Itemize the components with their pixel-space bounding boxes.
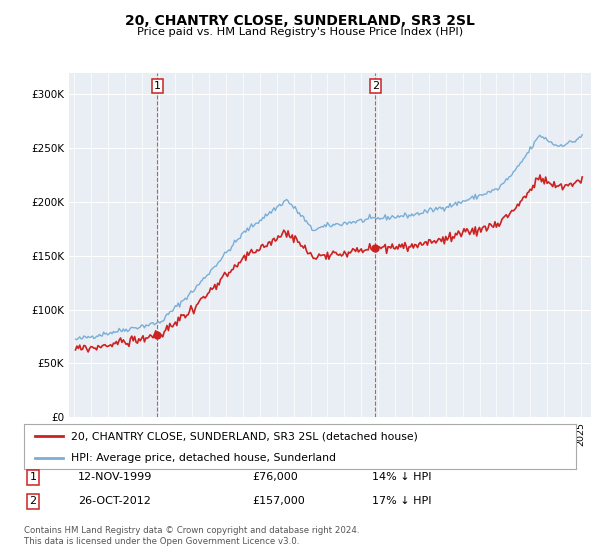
Text: 17% ↓ HPI: 17% ↓ HPI: [372, 496, 431, 506]
Text: £76,000: £76,000: [252, 472, 298, 482]
Text: £157,000: £157,000: [252, 496, 305, 506]
Text: 1: 1: [154, 81, 161, 91]
Text: 12-NOV-1999: 12-NOV-1999: [78, 472, 152, 482]
Text: 2: 2: [372, 81, 379, 91]
Text: Price paid vs. HM Land Registry's House Price Index (HPI): Price paid vs. HM Land Registry's House …: [137, 27, 463, 37]
Text: 14% ↓ HPI: 14% ↓ HPI: [372, 472, 431, 482]
Text: 1: 1: [29, 472, 37, 482]
Text: HPI: Average price, detached house, Sunderland: HPI: Average price, detached house, Sund…: [71, 452, 336, 463]
Text: 26-OCT-2012: 26-OCT-2012: [78, 496, 151, 506]
Text: 20, CHANTRY CLOSE, SUNDERLAND, SR3 2SL: 20, CHANTRY CLOSE, SUNDERLAND, SR3 2SL: [125, 14, 475, 28]
Text: Contains HM Land Registry data © Crown copyright and database right 2024.
This d: Contains HM Land Registry data © Crown c…: [24, 526, 359, 546]
Text: 2: 2: [29, 496, 37, 506]
Text: 20, CHANTRY CLOSE, SUNDERLAND, SR3 2SL (detached house): 20, CHANTRY CLOSE, SUNDERLAND, SR3 2SL (…: [71, 431, 418, 441]
